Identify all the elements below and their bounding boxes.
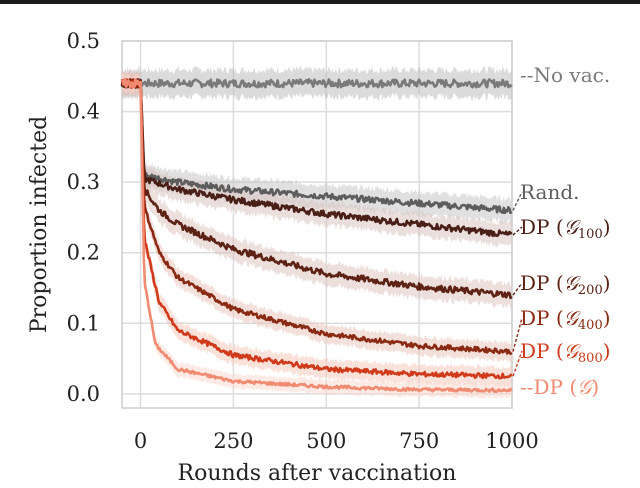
x-tick-label: 1000 bbox=[485, 429, 538, 453]
x-tick-label: 250 bbox=[213, 429, 253, 453]
leader-line bbox=[512, 317, 523, 352]
series-line-rand- bbox=[120, 78, 513, 215]
y-tick-label: 0.1 bbox=[67, 311, 100, 335]
x-tick-label: 500 bbox=[306, 429, 346, 453]
label-text: Rand. bbox=[520, 180, 579, 204]
label-graph-symbol: 𝒢 bbox=[564, 306, 582, 330]
series-line-dp-200- bbox=[120, 78, 513, 300]
plot-frame bbox=[121, 40, 513, 409]
label-subscript: 200 bbox=[578, 283, 603, 298]
x-axis-label: Rounds after vaccination bbox=[178, 461, 457, 486]
y-tick-label: 0.5 bbox=[67, 29, 100, 53]
leader-line bbox=[512, 191, 523, 211]
label-text: ) bbox=[591, 375, 599, 399]
series-label: DP (𝒢800) bbox=[520, 339, 611, 366]
series-line-dp-100- bbox=[120, 78, 513, 238]
x-tick-label: 0 bbox=[134, 429, 147, 453]
series-label: DP (𝒢100) bbox=[520, 215, 611, 242]
label-text: DP ( bbox=[520, 271, 564, 295]
series-label: DP (𝒢200) bbox=[520, 271, 611, 298]
y-tick-label: 0.3 bbox=[67, 170, 100, 194]
series-label: DP (𝒢400) bbox=[520, 306, 611, 333]
label-text: ) bbox=[603, 339, 611, 363]
series-label: --No vac. bbox=[520, 63, 610, 87]
y-axis-label: Proportion infected bbox=[27, 116, 52, 333]
label-subscript: 100 bbox=[578, 227, 603, 242]
label-graph-symbol: 𝒢 bbox=[564, 339, 582, 363]
series-label: Rand. bbox=[520, 180, 579, 204]
top-border bbox=[0, 0, 640, 4]
y-tick-label: 0.2 bbox=[67, 241, 100, 265]
series-label: --DP (𝒢) bbox=[520, 375, 599, 399]
confidence-band-dp-200- bbox=[122, 68, 512, 310]
label-text: DP ( bbox=[520, 215, 564, 239]
x-tick-label: 750 bbox=[399, 429, 439, 453]
label-text: ) bbox=[603, 271, 611, 295]
label-text: --No vac. bbox=[520, 63, 610, 87]
y-tick-label: 0.0 bbox=[67, 382, 100, 406]
label-graph-symbol: 𝒢 bbox=[564, 271, 582, 295]
series-line-dp-400- bbox=[120, 78, 513, 355]
label-subscript: 400 bbox=[578, 318, 603, 333]
label-text: --DP ( bbox=[520, 375, 577, 399]
label-text: DP ( bbox=[520, 339, 564, 363]
series-line-dp-800- bbox=[120, 78, 513, 380]
label-graph-symbol: 𝒢 bbox=[577, 375, 595, 399]
series-line-dp-g- bbox=[120, 78, 513, 393]
leader-line bbox=[512, 282, 523, 296]
y-tick-label: 0.4 bbox=[67, 100, 100, 124]
leader-line bbox=[512, 350, 523, 377]
label-text: ) bbox=[603, 215, 611, 239]
label-text: ) bbox=[603, 306, 611, 330]
series-line-no-vac- bbox=[121, 78, 513, 89]
label-text: DP ( bbox=[520, 306, 564, 330]
label-subscript: 800 bbox=[578, 351, 603, 366]
label-graph-symbol: 𝒢 bbox=[564, 215, 582, 239]
leader-line bbox=[512, 226, 523, 236]
confidence-band-dp-100- bbox=[122, 68, 512, 248]
